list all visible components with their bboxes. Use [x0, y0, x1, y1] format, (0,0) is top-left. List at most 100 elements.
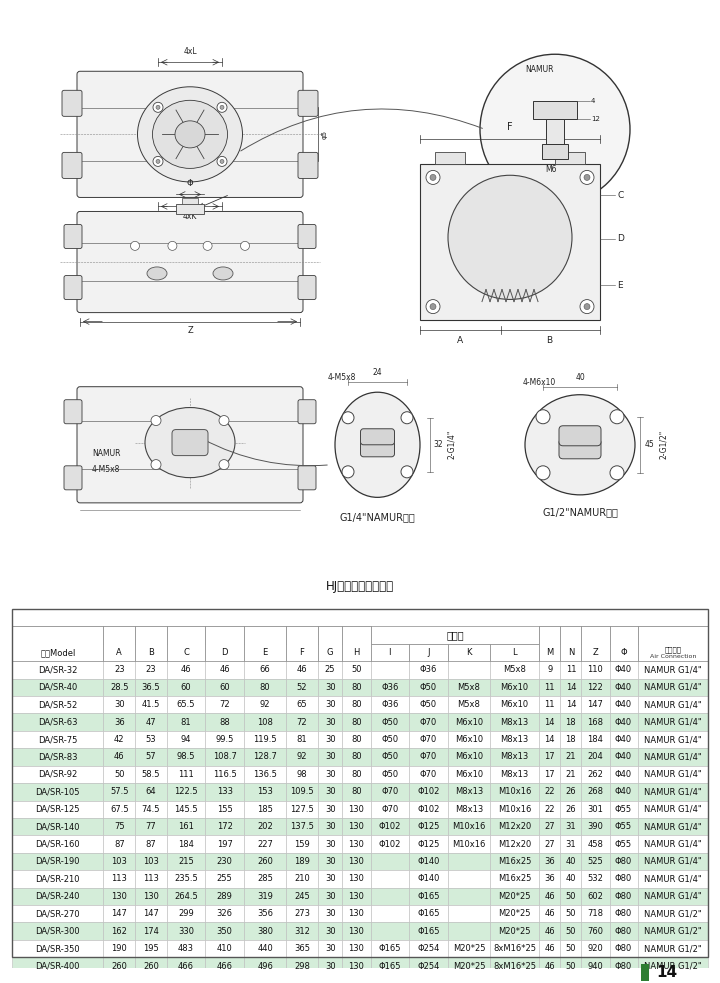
Bar [448, 748, 490, 766]
Bar [104, 766, 135, 783]
Text: 80: 80 [351, 770, 361, 779]
Text: Φ: Φ [186, 180, 193, 189]
Text: 466: 466 [178, 961, 194, 970]
Bar [104, 662, 135, 678]
Bar [448, 662, 490, 678]
Bar [371, 730, 409, 748]
Text: Φ70: Φ70 [382, 787, 398, 796]
Bar [244, 783, 287, 800]
Bar [167, 888, 205, 905]
Bar [560, 888, 581, 905]
Circle shape [153, 102, 163, 112]
Bar [318, 800, 343, 818]
Text: 289: 289 [217, 892, 233, 900]
Bar [371, 662, 409, 678]
Bar [135, 714, 167, 730]
Circle shape [448, 175, 572, 300]
Bar [409, 957, 448, 975]
Bar [135, 626, 167, 662]
Text: 81: 81 [297, 735, 307, 744]
Bar [104, 818, 135, 836]
Bar [343, 922, 371, 940]
Bar [135, 626, 167, 644]
Text: Φ50: Φ50 [382, 770, 398, 779]
Bar [205, 696, 244, 714]
Text: M16x25: M16x25 [498, 875, 531, 884]
Bar [244, 662, 287, 678]
Bar [318, 730, 343, 748]
Bar [104, 905, 135, 922]
Text: M8x13: M8x13 [500, 718, 528, 726]
Text: 119.5: 119.5 [253, 735, 277, 744]
Circle shape [130, 242, 140, 251]
Text: 312: 312 [294, 927, 310, 936]
Text: 11: 11 [544, 683, 555, 692]
Text: 110: 110 [588, 665, 603, 674]
Bar [560, 662, 581, 678]
Circle shape [426, 170, 440, 185]
Bar [135, 678, 167, 696]
Text: 92: 92 [260, 700, 271, 709]
Bar [182, 199, 198, 204]
Bar [318, 748, 343, 766]
Bar [205, 888, 244, 905]
Text: Φ165: Φ165 [379, 944, 401, 954]
Bar [135, 818, 167, 836]
Bar [490, 922, 539, 940]
Bar [448, 783, 490, 800]
Bar [287, 888, 318, 905]
Text: 46: 46 [297, 665, 307, 674]
Text: M20*25: M20*25 [498, 892, 531, 900]
Text: 920: 920 [588, 944, 603, 954]
Bar [490, 870, 539, 888]
Bar [167, 870, 205, 888]
Bar [420, 164, 600, 319]
Text: HJ执行器安装尺寸表: HJ执行器安装尺寸表 [326, 580, 394, 593]
Text: 147: 147 [588, 700, 603, 709]
Bar [490, 888, 539, 905]
Bar [539, 800, 560, 818]
Bar [490, 644, 539, 662]
Text: E: E [617, 281, 623, 290]
Text: Φ70: Φ70 [420, 770, 437, 779]
FancyBboxPatch shape [64, 224, 82, 249]
Bar [244, 870, 287, 888]
Text: 137.5: 137.5 [290, 822, 314, 832]
Text: 40: 40 [575, 373, 585, 381]
Text: 174: 174 [143, 927, 159, 936]
Text: 50: 50 [566, 927, 576, 936]
Ellipse shape [138, 87, 243, 182]
Text: 66: 66 [260, 665, 271, 674]
Text: 227: 227 [257, 839, 273, 848]
Text: DA/SR-210: DA/SR-210 [35, 875, 80, 884]
Text: Φ50: Φ50 [420, 700, 437, 709]
Text: Φ70: Φ70 [382, 805, 398, 814]
Bar [539, 678, 560, 696]
Bar [371, 678, 409, 696]
Text: 202: 202 [257, 822, 273, 832]
Bar [539, 766, 560, 783]
Circle shape [156, 159, 160, 163]
Bar [409, 870, 448, 888]
Bar [490, 783, 539, 800]
Bar [318, 922, 343, 940]
Text: 30: 30 [325, 909, 336, 918]
Bar [135, 748, 167, 766]
Bar [12, 662, 104, 678]
Bar [490, 748, 539, 766]
Bar [343, 662, 371, 678]
Bar [343, 626, 371, 662]
Text: Φ55: Φ55 [615, 839, 632, 848]
Text: 195: 195 [143, 944, 159, 954]
Text: 168: 168 [588, 718, 603, 726]
Bar [371, 818, 409, 836]
Bar [371, 957, 409, 975]
Bar [448, 870, 490, 888]
Text: M6x10: M6x10 [455, 752, 483, 762]
FancyBboxPatch shape [361, 440, 395, 457]
Bar [104, 888, 135, 905]
Bar [610, 800, 638, 818]
Text: 72: 72 [297, 718, 307, 726]
Text: 26: 26 [565, 787, 576, 796]
Bar [167, 678, 205, 696]
